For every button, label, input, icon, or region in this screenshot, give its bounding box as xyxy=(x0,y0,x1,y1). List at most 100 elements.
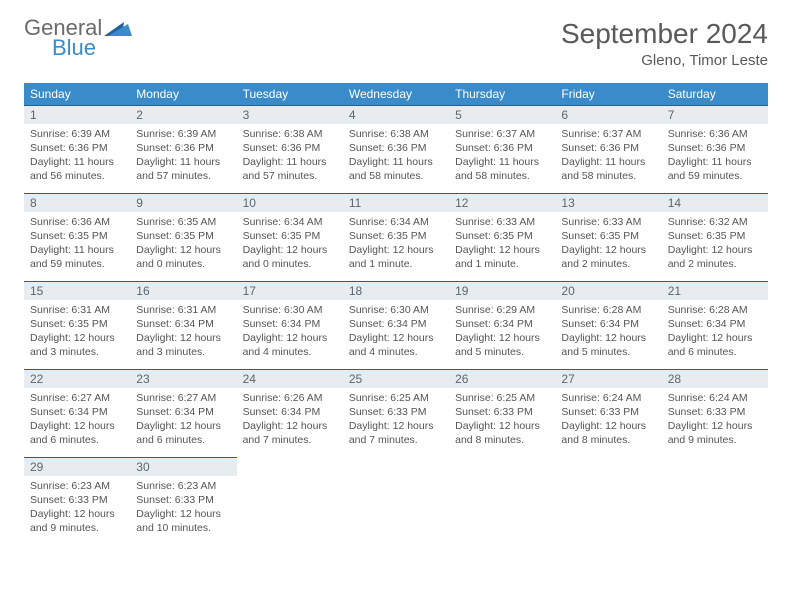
calendar-row: 1Sunrise: 6:39 AMSunset: 6:36 PMDaylight… xyxy=(24,105,768,193)
day-content: Sunrise: 6:30 AMSunset: 6:34 PMDaylight:… xyxy=(343,300,449,369)
day-content: Sunrise: 6:27 AMSunset: 6:34 PMDaylight:… xyxy=(130,388,236,457)
day-content: Sunrise: 6:28 AMSunset: 6:34 PMDaylight:… xyxy=(555,300,661,369)
calendar-cell: 26Sunrise: 6:25 AMSunset: 6:33 PMDayligh… xyxy=(449,369,555,457)
day-content: Sunrise: 6:24 AMSunset: 6:33 PMDaylight:… xyxy=(662,388,768,457)
title-block: September 2024 Gleno, Timor Leste xyxy=(561,18,768,69)
calendar-cell: . xyxy=(662,457,768,545)
logo-text-blue: Blue xyxy=(52,38,102,58)
weekday-header: Thursday xyxy=(449,83,555,105)
day-number: 8 xyxy=(24,193,130,212)
calendar-table: Sunday Monday Tuesday Wednesday Thursday… xyxy=(24,83,768,545)
calendar-row: 8Sunrise: 6:36 AMSunset: 6:35 PMDaylight… xyxy=(24,193,768,281)
day-number: 22 xyxy=(24,369,130,388)
day-content: Sunrise: 6:29 AMSunset: 6:34 PMDaylight:… xyxy=(449,300,555,369)
calendar-cell: 12Sunrise: 6:33 AMSunset: 6:35 PMDayligh… xyxy=(449,193,555,281)
day-number: 7 xyxy=(662,105,768,124)
calendar-cell: 15Sunrise: 6:31 AMSunset: 6:35 PMDayligh… xyxy=(24,281,130,369)
calendar-cell: 11Sunrise: 6:34 AMSunset: 6:35 PMDayligh… xyxy=(343,193,449,281)
day-number: 28 xyxy=(662,369,768,388)
day-number: 13 xyxy=(555,193,661,212)
calendar-cell: 23Sunrise: 6:27 AMSunset: 6:34 PMDayligh… xyxy=(130,369,236,457)
calendar-cell: 3Sunrise: 6:38 AMSunset: 6:36 PMDaylight… xyxy=(237,105,343,193)
calendar-row: 22Sunrise: 6:27 AMSunset: 6:34 PMDayligh… xyxy=(24,369,768,457)
day-number: 12 xyxy=(449,193,555,212)
weekday-header: Tuesday xyxy=(237,83,343,105)
day-number: 30 xyxy=(130,457,236,476)
day-number: 29 xyxy=(24,457,130,476)
day-content: Sunrise: 6:36 AMSunset: 6:36 PMDaylight:… xyxy=(662,124,768,193)
calendar-cell: 22Sunrise: 6:27 AMSunset: 6:34 PMDayligh… xyxy=(24,369,130,457)
day-number: 27 xyxy=(555,369,661,388)
day-content: Sunrise: 6:31 AMSunset: 6:35 PMDaylight:… xyxy=(24,300,130,369)
calendar-cell: 21Sunrise: 6:28 AMSunset: 6:34 PMDayligh… xyxy=(662,281,768,369)
day-content: Sunrise: 6:30 AMSunset: 6:34 PMDaylight:… xyxy=(237,300,343,369)
day-number: 2 xyxy=(130,105,236,124)
day-number: 1 xyxy=(24,105,130,124)
day-number: 24 xyxy=(237,369,343,388)
calendar-row: 15Sunrise: 6:31 AMSunset: 6:35 PMDayligh… xyxy=(24,281,768,369)
calendar-cell: . xyxy=(555,457,661,545)
day-number: 5 xyxy=(449,105,555,124)
weekday-row: Sunday Monday Tuesday Wednesday Thursday… xyxy=(24,83,768,105)
day-number: 14 xyxy=(662,193,768,212)
weekday-header: Monday xyxy=(130,83,236,105)
day-content: Sunrise: 6:38 AMSunset: 6:36 PMDaylight:… xyxy=(343,124,449,193)
calendar-cell: 8Sunrise: 6:36 AMSunset: 6:35 PMDaylight… xyxy=(24,193,130,281)
day-number: 17 xyxy=(237,281,343,300)
day-number: 23 xyxy=(130,369,236,388)
calendar-cell: 29Sunrise: 6:23 AMSunset: 6:33 PMDayligh… xyxy=(24,457,130,545)
calendar-cell: 18Sunrise: 6:30 AMSunset: 6:34 PMDayligh… xyxy=(343,281,449,369)
calendar-cell: . xyxy=(449,457,555,545)
day-number: 9 xyxy=(130,193,236,212)
day-content: Sunrise: 6:33 AMSunset: 6:35 PMDaylight:… xyxy=(555,212,661,281)
day-content: Sunrise: 6:32 AMSunset: 6:35 PMDaylight:… xyxy=(662,212,768,281)
calendar-cell: . xyxy=(237,457,343,545)
day-content: Sunrise: 6:36 AMSunset: 6:35 PMDaylight:… xyxy=(24,212,130,281)
day-content: Sunrise: 6:28 AMSunset: 6:34 PMDaylight:… xyxy=(662,300,768,369)
day-number: 11 xyxy=(343,193,449,212)
calendar-cell: 30Sunrise: 6:23 AMSunset: 6:33 PMDayligh… xyxy=(130,457,236,545)
calendar-cell: . xyxy=(343,457,449,545)
day-content: Sunrise: 6:27 AMSunset: 6:34 PMDaylight:… xyxy=(24,388,130,457)
day-content: Sunrise: 6:38 AMSunset: 6:36 PMDaylight:… xyxy=(237,124,343,193)
day-number: 10 xyxy=(237,193,343,212)
calendar-cell: 10Sunrise: 6:34 AMSunset: 6:35 PMDayligh… xyxy=(237,193,343,281)
calendar-cell: 1Sunrise: 6:39 AMSunset: 6:36 PMDaylight… xyxy=(24,105,130,193)
calendar-cell: 25Sunrise: 6:25 AMSunset: 6:33 PMDayligh… xyxy=(343,369,449,457)
calendar-cell: 27Sunrise: 6:24 AMSunset: 6:33 PMDayligh… xyxy=(555,369,661,457)
weekday-header: Sunday xyxy=(24,83,130,105)
calendar-cell: 9Sunrise: 6:35 AMSunset: 6:35 PMDaylight… xyxy=(130,193,236,281)
day-content: Sunrise: 6:25 AMSunset: 6:33 PMDaylight:… xyxy=(343,388,449,457)
day-content: Sunrise: 6:34 AMSunset: 6:35 PMDaylight:… xyxy=(237,212,343,281)
day-content: Sunrise: 6:23 AMSunset: 6:33 PMDaylight:… xyxy=(24,476,130,545)
day-number: 16 xyxy=(130,281,236,300)
weekday-header: Friday xyxy=(555,83,661,105)
day-content: Sunrise: 6:31 AMSunset: 6:34 PMDaylight:… xyxy=(130,300,236,369)
calendar-cell: 16Sunrise: 6:31 AMSunset: 6:34 PMDayligh… xyxy=(130,281,236,369)
calendar-cell: 4Sunrise: 6:38 AMSunset: 6:36 PMDaylight… xyxy=(343,105,449,193)
day-content: Sunrise: 6:39 AMSunset: 6:36 PMDaylight:… xyxy=(130,124,236,193)
location: Gleno, Timor Leste xyxy=(561,52,768,69)
day-content: Sunrise: 6:25 AMSunset: 6:33 PMDaylight:… xyxy=(449,388,555,457)
day-content: Sunrise: 6:33 AMSunset: 6:35 PMDaylight:… xyxy=(449,212,555,281)
calendar-cell: 14Sunrise: 6:32 AMSunset: 6:35 PMDayligh… xyxy=(662,193,768,281)
day-number: 25 xyxy=(343,369,449,388)
day-number: 6 xyxy=(555,105,661,124)
month-title: September 2024 xyxy=(561,18,768,50)
day-content: Sunrise: 6:34 AMSunset: 6:35 PMDaylight:… xyxy=(343,212,449,281)
calendar-cell: 17Sunrise: 6:30 AMSunset: 6:34 PMDayligh… xyxy=(237,281,343,369)
day-number: 20 xyxy=(555,281,661,300)
weekday-header: Saturday xyxy=(662,83,768,105)
day-number: 21 xyxy=(662,281,768,300)
day-number: 26 xyxy=(449,369,555,388)
calendar-cell: 28Sunrise: 6:24 AMSunset: 6:33 PMDayligh… xyxy=(662,369,768,457)
day-content: Sunrise: 6:23 AMSunset: 6:33 PMDaylight:… xyxy=(130,476,236,545)
day-content: Sunrise: 6:39 AMSunset: 6:36 PMDaylight:… xyxy=(24,124,130,193)
logo-flag-icon xyxy=(104,20,132,42)
day-content: Sunrise: 6:37 AMSunset: 6:36 PMDaylight:… xyxy=(555,124,661,193)
calendar-cell: 20Sunrise: 6:28 AMSunset: 6:34 PMDayligh… xyxy=(555,281,661,369)
calendar-cell: 2Sunrise: 6:39 AMSunset: 6:36 PMDaylight… xyxy=(130,105,236,193)
calendar-cell: 13Sunrise: 6:33 AMSunset: 6:35 PMDayligh… xyxy=(555,193,661,281)
day-number: 3 xyxy=(237,105,343,124)
calendar-cell: 24Sunrise: 6:26 AMSunset: 6:34 PMDayligh… xyxy=(237,369,343,457)
